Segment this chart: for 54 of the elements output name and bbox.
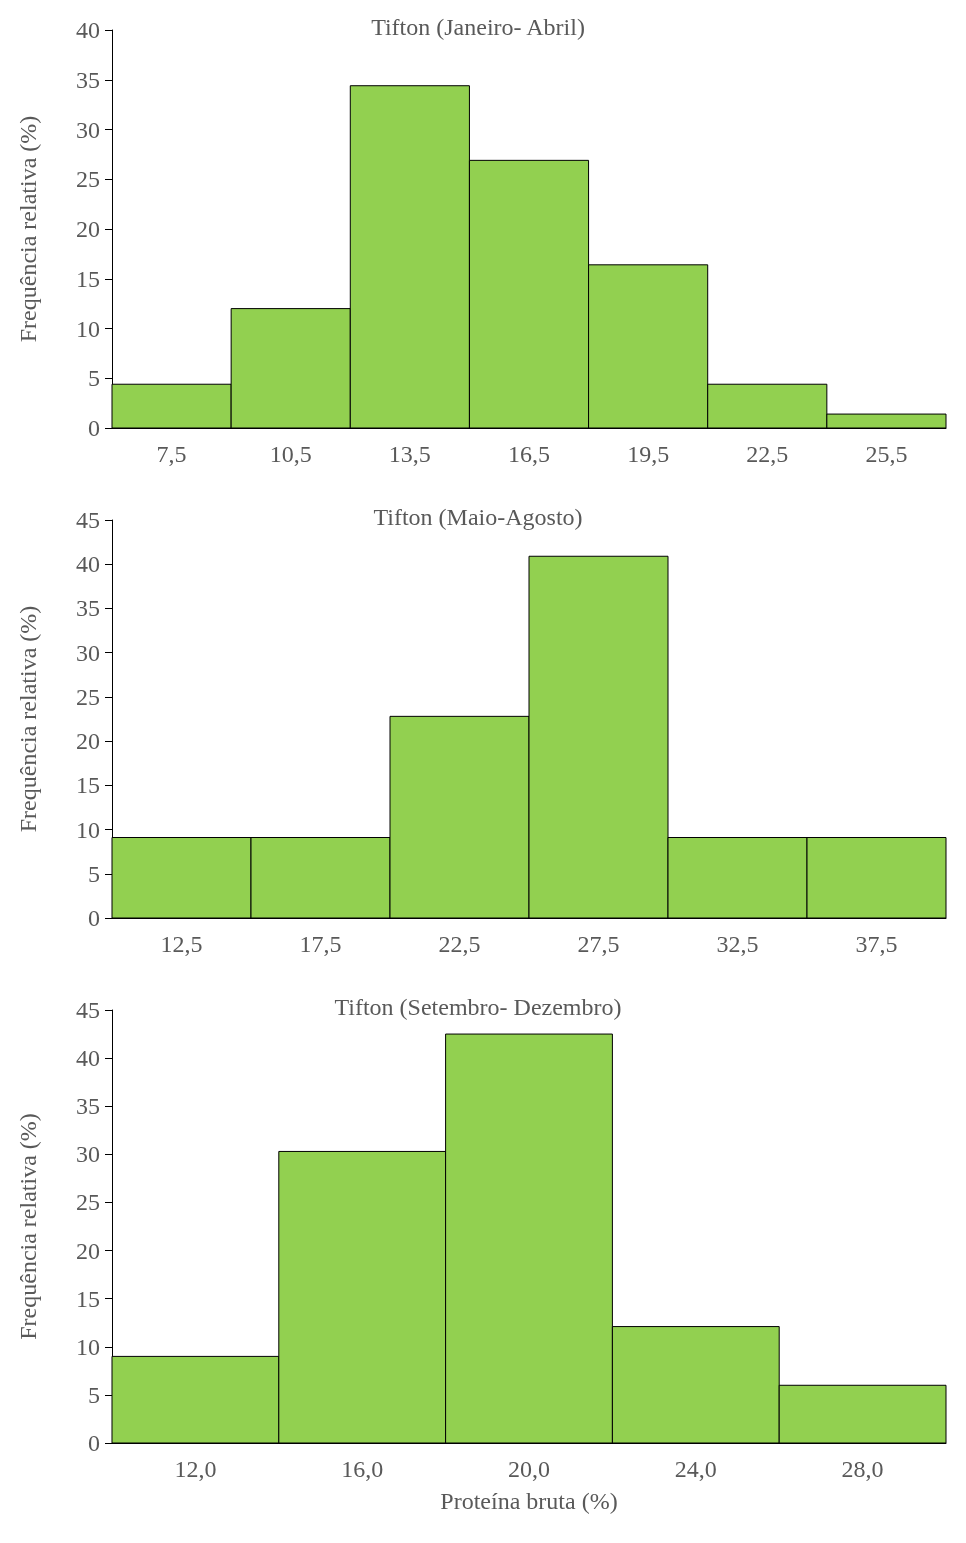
y-tick-label: 30 [76, 1141, 100, 1168]
x-tick-label: 10,5 [269, 441, 312, 467]
x-tick-label: 12,0 [174, 1456, 217, 1482]
x-tick-label: 25,5 [865, 441, 908, 467]
x-tick-label: 22,5 [746, 441, 789, 467]
x-tick-label: 12,5 [160, 931, 203, 957]
x-tick-label: 19,5 [627, 441, 670, 467]
x-tick-label: 20,0 [508, 1456, 550, 1482]
y-tick-label: 15 [76, 1285, 100, 1312]
x-tick-label: 24,0 [674, 1456, 717, 1482]
x-tick-label: 17,5 [299, 931, 342, 957]
y-tick-label: 35 [76, 66, 100, 93]
y-tick-label: 5 [88, 365, 100, 392]
x-tick-label: 22,5 [438, 931, 481, 957]
chart-title: Tifton (Maio-Agosto) [373, 504, 583, 530]
x-tick-label: 16,5 [508, 441, 550, 467]
x-tick-label: 13,5 [388, 441, 431, 467]
y-tick-label: 20 [76, 728, 100, 755]
y-tick-label: 0 [88, 415, 100, 441]
x-tick-label: 27,5 [577, 931, 620, 957]
y-tick-label: 15 [76, 265, 100, 292]
y-tick-label: 40 [76, 551, 100, 578]
x-tick-label: 37,5 [855, 931, 898, 957]
y-tick-label: 10 [76, 1333, 100, 1360]
x-tick-label: 32,5 [716, 931, 759, 957]
y-tick-label: 35 [76, 595, 100, 622]
y-axis-title: Frequência relativa (%) [15, 115, 41, 343]
y-tick-label: 40 [76, 17, 100, 43]
y-tick-label: 0 [88, 1430, 100, 1456]
y-tick-label: 45 [76, 507, 100, 533]
y-tick-label: 30 [76, 116, 100, 143]
x-tick-label: 7,5 [156, 441, 187, 467]
y-tick-label: 5 [88, 860, 100, 887]
y-tick-label: 0 [88, 905, 100, 931]
y-tick-label: 20 [76, 1237, 100, 1264]
y-tick-label: 25 [76, 1189, 100, 1216]
y-tick-label: 45 [76, 997, 100, 1023]
y-tick-label: 15 [76, 772, 100, 799]
y-tick-label: 10 [76, 315, 100, 342]
y-tick-label: 30 [76, 639, 100, 666]
y-tick-label: 35 [76, 1093, 100, 1120]
chart-title: Tifton (Setembro- Dezembro) [334, 994, 622, 1020]
x-tick-label: 16,0 [341, 1456, 384, 1482]
y-tick-label: 5 [88, 1381, 100, 1408]
x-tick-label: 28,0 [841, 1456, 884, 1482]
y-tick-label: 25 [76, 166, 100, 193]
y-axis-title: Frequência relativa (%) [15, 1113, 41, 1340]
chart-title: Tifton (Janeiro- Abril) [371, 14, 585, 40]
y-axis-title: Frequência relativa (%) [15, 605, 41, 833]
y-tick-label: 10 [76, 816, 100, 843]
x-axis-title: Proteína bruta (%) [440, 1488, 618, 1514]
y-tick-label: 20 [76, 216, 100, 242]
y-tick-label: 40 [76, 1045, 100, 1072]
y-tick-label: 25 [76, 683, 100, 710]
